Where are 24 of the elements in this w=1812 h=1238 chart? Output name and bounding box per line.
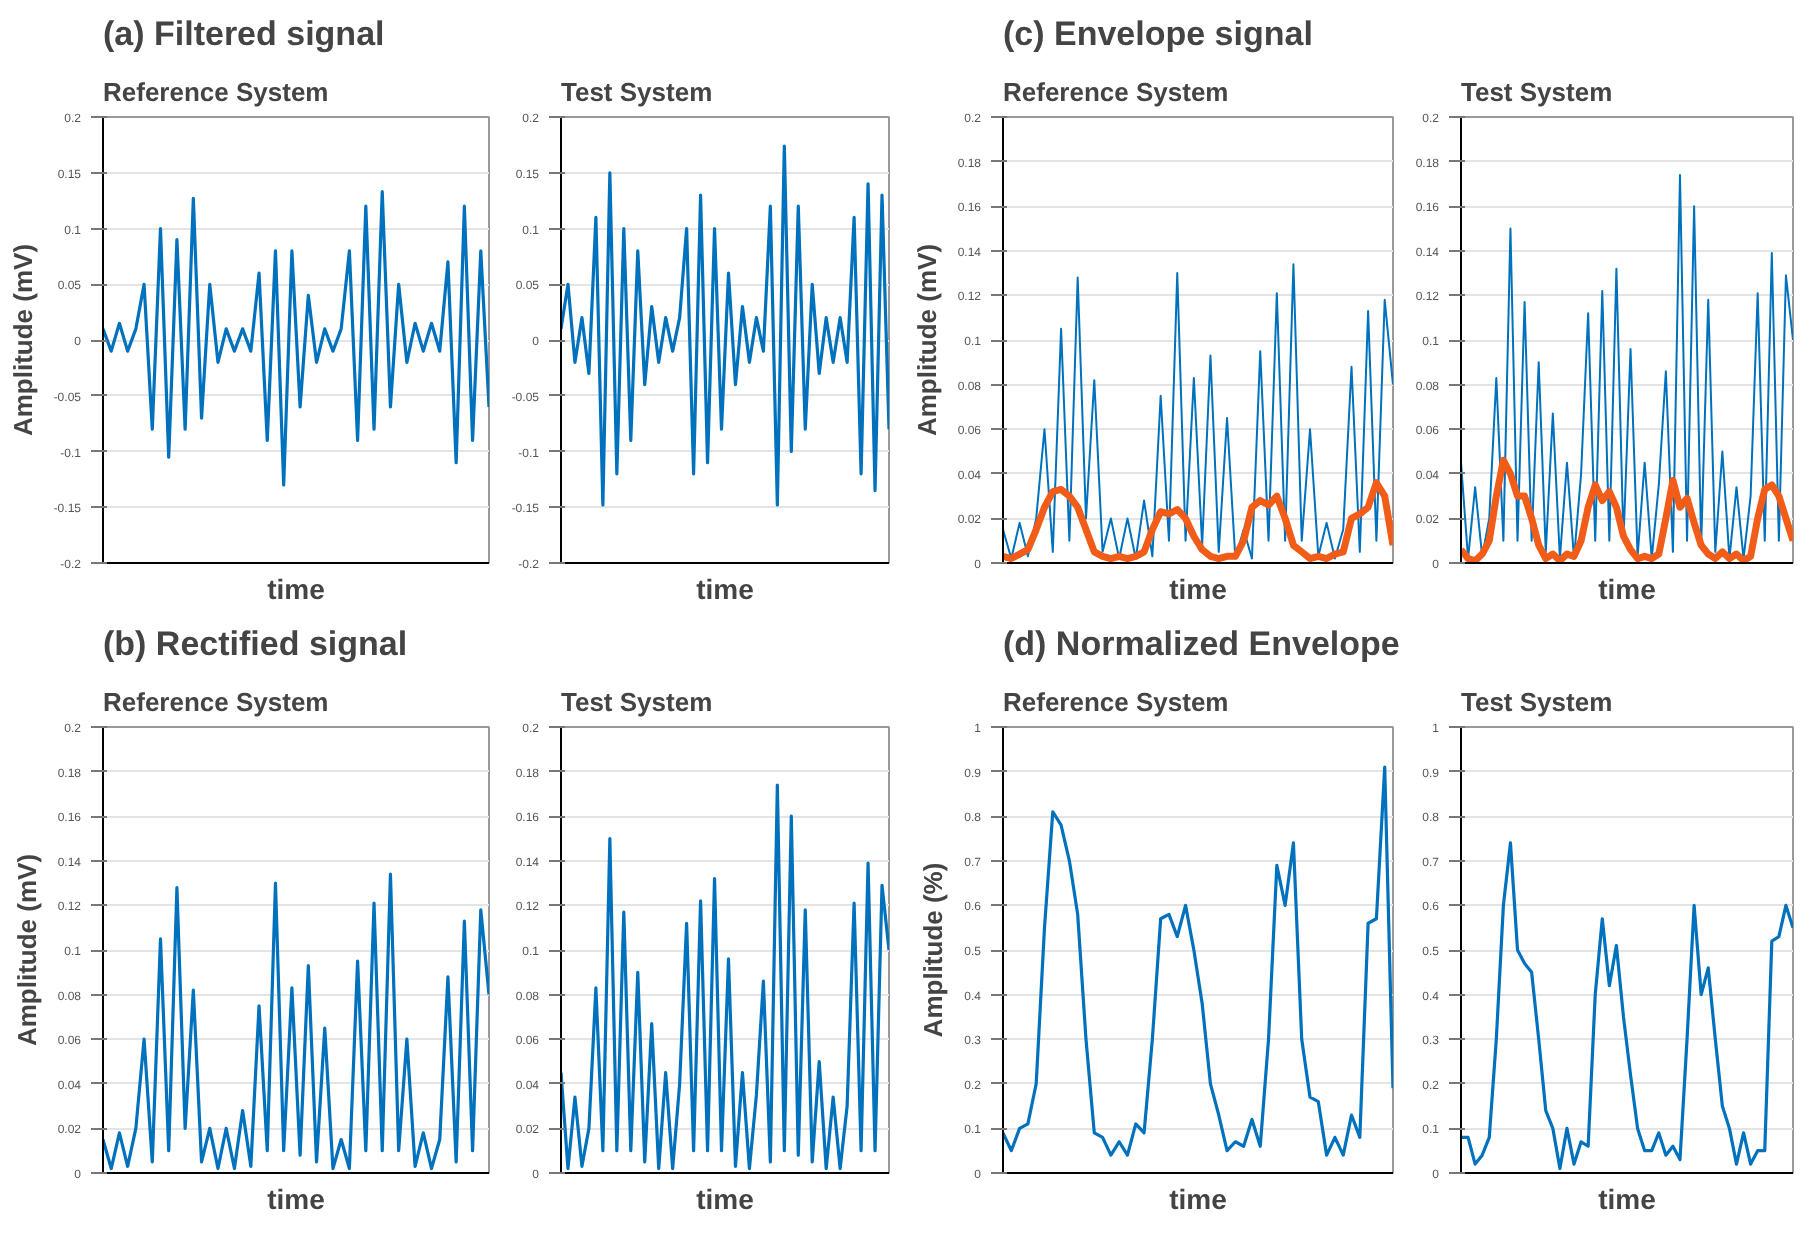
x-axis-title: time bbox=[1169, 573, 1228, 605]
chart-subtitle: Test System bbox=[1461, 687, 1613, 717]
chart-subtitle: Reference System bbox=[1003, 77, 1229, 107]
chart-subtitle: Reference System bbox=[103, 687, 329, 717]
x-axis-title: time bbox=[1598, 1183, 1657, 1215]
chart-title: (c) Envelope signal bbox=[1003, 15, 1313, 53]
x-axis-title: time bbox=[1169, 1183, 1228, 1215]
y-axis-title: Amplitude (mV) bbox=[7, 243, 38, 437]
x-axis-title: time bbox=[267, 573, 326, 605]
chart-title: (d) Normalized Envelope bbox=[1003, 625, 1400, 663]
chart-subtitle: Test System bbox=[1461, 77, 1613, 107]
chart-title: (a) Filtered signal bbox=[103, 15, 385, 53]
x-axis-title: time bbox=[696, 1183, 755, 1215]
y-axis-title: Amplitude (%) bbox=[918, 862, 949, 1038]
chart-subtitle: Test System bbox=[561, 77, 713, 107]
x-axis-title: time bbox=[696, 573, 755, 605]
x-axis-title: time bbox=[267, 1183, 326, 1215]
y-axis-title: Amplitude (mV) bbox=[11, 853, 42, 1047]
chart-subtitle: Reference System bbox=[103, 77, 329, 107]
x-axis-title: time bbox=[1598, 573, 1657, 605]
chart-subtitle: Reference System bbox=[1003, 687, 1229, 717]
chart-subtitle: Test System bbox=[561, 687, 713, 717]
chart-title: (b) Rectified signal bbox=[103, 625, 408, 663]
y-axis-title: Amplitude (mV) bbox=[911, 243, 942, 437]
